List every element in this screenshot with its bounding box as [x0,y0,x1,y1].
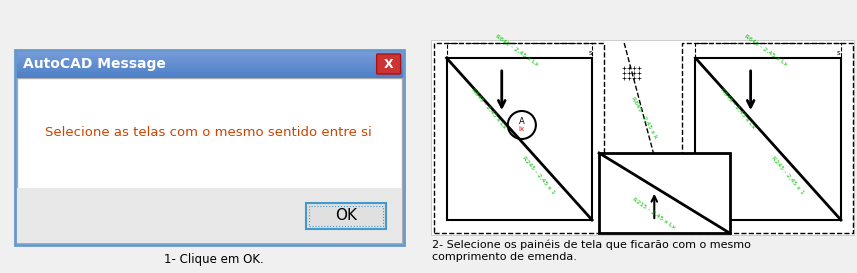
Text: A: A [519,117,524,126]
Text: R645 - 2,45 x Lx: R645 - 2,45 x Lx [494,33,539,67]
Bar [15,67,404,68]
Bar [15,57,404,58]
Bar [446,58,592,220]
Bar [15,77,404,78]
Bar [695,58,841,220]
Bar [15,75,404,77]
Bar [17,188,402,243]
Bar [15,68,404,70]
Bar [15,70,404,71]
Bar [15,50,404,245]
Text: lx: lx [518,126,524,132]
Text: X: X [384,58,393,70]
Bar [15,64,404,66]
Bar [15,72,404,74]
Bar [15,66,404,67]
Text: R645 - 2,45 x Lx: R645 - 2,45 x Lx [743,33,788,67]
Bar [15,54,404,56]
Text: 2- Selecione os painéis de tela que ficarão com o mesmo
comprimento de emenda.: 2- Selecione os painéis de tela que fica… [432,240,751,262]
Bar [15,74,404,75]
Text: R245 - 2,45 x 1: R245 - 2,45 x 1 [522,155,556,195]
Bar [15,71,404,72]
Text: 1- Clique em OK.: 1- Clique em OK. [165,253,264,266]
Bar [306,203,386,229]
Bar [599,153,729,233]
Bar [15,63,404,64]
Bar [15,50,404,51]
Bar [682,43,853,233]
Text: OK: OK [335,208,357,223]
Bar [430,40,854,235]
Bar [446,43,592,58]
Bar [15,61,404,63]
Bar [17,78,402,243]
Bar [309,206,383,225]
Text: R645 - 2,45 x k: R645 - 2,45 x k [630,96,658,140]
Text: AutoCAD Message: AutoCAD Message [23,57,165,71]
Text: Selecione as telas com o mesmo sentido entre si: Selecione as telas com o mesmo sentido e… [45,126,372,140]
Bar [695,43,841,58]
Bar [434,43,604,233]
Text: R215 - 2,45 x Lx: R215 - 2,45 x Lx [632,196,677,230]
FancyBboxPatch shape [377,54,400,74]
Bar [15,56,404,57]
Bar [15,51,404,53]
Bar [15,58,404,60]
Text: s: s [588,50,592,56]
Text: R645 - 2,45 x Lx: R645 - 2,45 x Lx [719,87,756,129]
Bar [15,60,404,61]
Text: s: s [837,50,841,56]
Bar [15,53,404,54]
Text: R645 - 2,45 x Lx: R645 - 2,45 x Lx [470,87,507,129]
Text: R245 - 2,45 x 1: R245 - 2,45 x 1 [770,155,805,195]
